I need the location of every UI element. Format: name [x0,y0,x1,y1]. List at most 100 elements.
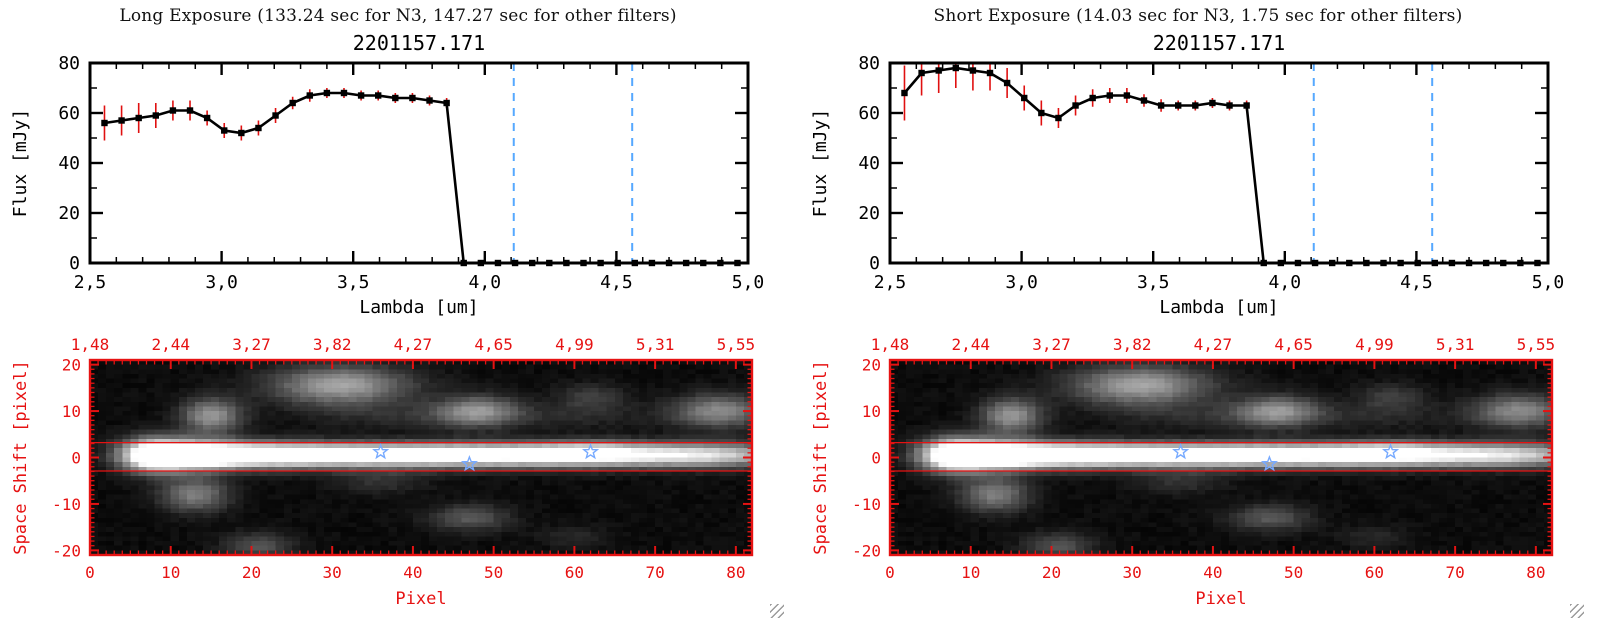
data-marker [255,124,262,132]
svg-text:40: 40 [58,153,80,174]
svg-text:60: 60 [565,563,584,582]
panel-short-exposure: Short Exposure (14.03 sec for N3, 1.75 s… [802,0,1594,626]
svg-text:80: 80 [58,53,80,74]
data-marker [1055,114,1062,122]
data-marker [1038,109,1045,117]
svg-text:70: 70 [1445,563,1464,582]
spectrum-chart: 2,5 3,0 3,5 4,0 4,5 5,0 0 20 40 60 80 2201157.171 La… [810,31,1565,318]
svg-text:60: 60 [858,103,880,124]
svg-text:Lambda [um]: Lambda [um] [1159,297,1278,318]
spectral-image-plot: 0 1,48 10 2,44 20 3,27 30 3,82 40 4,27 50 4,65 60 4,9… [802,330,1594,626]
resize-grip[interactable] [1570,604,1584,618]
data-marker [1123,92,1131,99]
data-marker [101,119,108,127]
svg-text:80: 80 [1526,563,1545,582]
svg-text:4,99: 4,99 [1355,335,1394,354]
svg-text:-10: -10 [852,495,881,514]
svg-text:-20: -20 [852,541,881,560]
svg-text:2,5: 2,5 [874,272,907,293]
svg-text:-10: -10 [52,495,81,514]
data-marker [1106,92,1113,99]
svg-text:Pixel: Pixel [395,589,446,609]
svg-text:Flux [mJy]: Flux [mJy] [810,109,831,217]
svg-text:20: 20 [58,203,80,224]
svg-text:0: 0 [85,563,95,582]
data-marker [443,99,450,107]
svg-text:2201157.171: 2201157.171 [1153,31,1285,55]
svg-text:5,55: 5,55 [717,335,756,354]
svg-text:-20: -20 [52,541,81,560]
data-marker [409,94,416,102]
svg-text:2201157.171: 2201157.171 [353,31,485,55]
svg-text:30: 30 [1123,563,1142,582]
spectral-image-axes: 0 1,48 10 2,44 20 3,27 30 3,82 40 4,27 50 4,65 60 4,9… [811,335,1555,609]
svg-text:50: 50 [1284,563,1303,582]
svg-text:1,48: 1,48 [71,335,110,354]
svg-text:5,31: 5,31 [1436,335,1475,354]
svg-text:40: 40 [403,563,422,582]
svg-text:20: 20 [62,356,81,375]
star-icon [460,455,479,472]
svg-text:10: 10 [862,402,881,421]
svg-text:Space Shift [pixel]: Space Shift [pixel] [811,360,831,554]
svg-text:60: 60 [1365,563,1384,582]
svg-text:30: 30 [323,563,342,582]
data-marker [1157,102,1165,109]
svg-text:5,0: 5,0 [1532,272,1565,293]
data-marker [1175,102,1182,109]
svg-text:4,0: 4,0 [469,272,502,293]
data-marker [918,69,925,77]
data-marker [1021,94,1028,102]
data-marker [186,107,194,114]
svg-text:4,5: 4,5 [600,272,633,293]
data-marker [986,69,994,77]
svg-text:3,27: 3,27 [232,335,271,354]
svg-text:4,5: 4,5 [1400,272,1433,293]
svg-text:3,5: 3,5 [1137,272,1170,293]
data-marker [323,89,331,97]
data-marker [169,107,177,114]
svg-text:5,0: 5,0 [732,272,765,293]
svg-text:2,44: 2,44 [951,335,990,354]
spectral-image-axes: 0 1,48 10 2,44 20 3,27 30 3,82 40 4,27 50 4,65 60 4,9… [11,335,756,609]
svg-text:70: 70 [645,563,664,582]
svg-text:Pixel: Pixel [1195,589,1246,609]
data-marker [221,127,228,134]
svg-text:2,5: 2,5 [74,272,107,293]
data-marker [901,89,908,97]
svg-text:4,27: 4,27 [394,335,433,354]
star-icon [1172,442,1190,460]
star-icon [581,442,600,460]
svg-text:1,48: 1,48 [871,335,910,354]
svg-text:20: 20 [858,203,880,224]
svg-text:40: 40 [858,153,880,174]
data-marker [952,64,959,72]
data-marker [1209,99,1216,107]
svg-text:80: 80 [858,53,880,74]
svg-text:4,65: 4,65 [474,335,513,354]
star-icon [372,442,390,460]
svg-text:50: 50 [484,563,503,582]
svg-text:10: 10 [961,563,980,582]
spectral-image-plot: 0 1,48 10 2,44 20 3,27 30 3,82 40 4,27 50 4,65 60 4,9… [2,330,794,626]
svg-text:Flux [mJy]: Flux [mJy] [10,109,31,217]
svg-text:3,0: 3,0 [205,272,238,293]
svg-text:60: 60 [58,103,80,124]
svg-text:0: 0 [69,253,80,274]
spectral-image-canvas [90,360,752,555]
star-icon [1381,442,1400,460]
data-marker [238,129,245,137]
svg-text:4,65: 4,65 [1274,335,1313,354]
svg-text:3,82: 3,82 [1113,335,1152,354]
svg-text:4,27: 4,27 [1194,335,1233,354]
resize-grip[interactable] [770,604,784,618]
data-marker [1243,102,1250,109]
svg-text:3,5: 3,5 [337,272,370,293]
svg-text:Space Shift [pixel]: Space Shift [pixel] [11,360,31,554]
svg-text:5,31: 5,31 [636,335,675,354]
data-marker [392,94,399,102]
svg-text:3,0: 3,0 [1005,272,1038,293]
data-marker [272,112,279,119]
svg-text:2,44: 2,44 [151,335,190,354]
svg-text:4,0: 4,0 [1269,272,1302,293]
